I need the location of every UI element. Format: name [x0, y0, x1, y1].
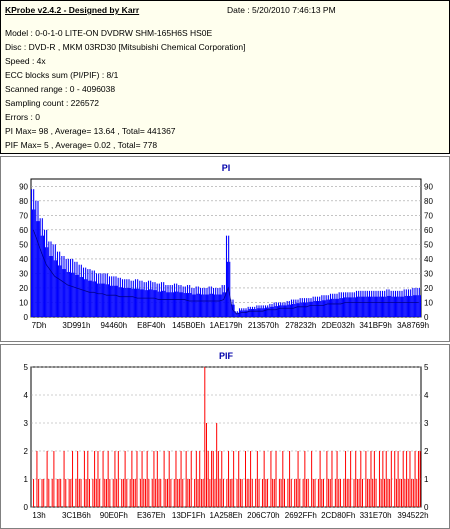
errors-line: Errors : 0 — [5, 112, 40, 122]
y-tick-label-right: 20 — [424, 284, 433, 293]
x-tick-label: 394522h — [397, 511, 428, 520]
model-line: Model : 0-0-1-0 LITE-ON DVDRW SHM-165H6S… — [5, 28, 213, 38]
x-tick-label: 341BF9h — [359, 321, 391, 330]
y-tick-label-right: 90 — [424, 182, 433, 191]
pif-chart-panel: PIF 0 0 1 1 2 2 3 3 4 4 5 5 13h 3C1B6h 90E0Fh E367Eh 13DF… — [0, 344, 450, 529]
x-tick-label: 145B0Eh — [172, 321, 205, 330]
y-tick-label-left: 70 — [19, 211, 28, 220]
y-tick-label-right: 0 — [424, 503, 429, 512]
pi-chart: PI 0 0 10 10 20 20 30 30 40 40 50 50 60 60 70 70 80 80 90 90… — [19, 163, 433, 330]
x-tick-label: 3A8769h — [397, 321, 429, 330]
pif-chart: PIF 0 0 1 1 2 2 3 3 4 4 5 5 13h 3C1B6h 90E0Fh E367Eh 13DF… — [24, 351, 429, 520]
scan-date: Date : 5/20/2010 7:46:13 PM — [227, 5, 336, 15]
x-tick-label: 278232h — [285, 321, 316, 330]
x-tick-label: 331E70h — [360, 511, 392, 520]
x-tick-label: 13DF1Fh — [172, 511, 205, 520]
x-tick-label: 1AE179h — [210, 321, 243, 330]
chart-title: PIF — [219, 351, 234, 361]
y-tick-label-right: 40 — [424, 255, 433, 264]
y-tick-label-left: 90 — [19, 182, 28, 191]
x-tick-label: 94460h — [100, 321, 127, 330]
info-panel: KProbe v2.4.2 - Designed by Karr Date : … — [0, 0, 450, 154]
x-tick-label: 1A258Eh — [210, 511, 243, 520]
y-tick-label-left: 5 — [24, 363, 29, 372]
y-tick-label-left: 60 — [19, 226, 28, 235]
y-tick-label-left: 4 — [24, 391, 29, 400]
y-tick-label-right: 30 — [424, 269, 433, 278]
y-tick-label-right: 50 — [424, 240, 433, 249]
x-tick-label: 13h — [32, 511, 45, 520]
y-tick-label-left: 40 — [19, 255, 28, 264]
y-tick-label-right: 4 — [424, 391, 429, 400]
disc-line: Disc : DVD-R , MKM 03RD30 [Mitsubishi Ch… — [5, 42, 246, 52]
y-tick-label-left: 3 — [24, 419, 29, 428]
y-tick-label-left: 50 — [19, 240, 28, 249]
y-tick-label-right: 5 — [424, 363, 429, 372]
x-tick-label: 90E0Fh — [100, 511, 128, 520]
x-tick-label: 7Dh — [32, 321, 47, 330]
app-title: KProbe v2.4.2 - Designed by Karr — [5, 5, 140, 15]
y-tick-label-left: 80 — [19, 197, 28, 206]
x-tick-label: 206C70h — [247, 511, 279, 520]
y-tick-label-right: 3 — [424, 419, 429, 428]
y-tick-label-left: 0 — [24, 313, 29, 322]
y-tick-label-left: 1 — [24, 475, 29, 484]
y-tick-label-left: 30 — [19, 269, 28, 278]
y-tick-label-right: 80 — [424, 197, 433, 206]
x-tick-label: 3D991h — [62, 321, 90, 330]
x-tick-label: 213570h — [248, 321, 279, 330]
sampling-count-line: Sampling count : 226572 — [5, 98, 100, 108]
x-tick-label: 2CD80Fh — [321, 511, 355, 520]
y-tick-label-left: 2 — [24, 447, 29, 456]
speed-line: Speed : 4x — [5, 56, 46, 66]
x-tick-label: 2DE032h — [322, 321, 355, 330]
chart-title: PI — [222, 163, 231, 173]
pi-summary-line: PI Max= 98 , Average= 13.64 , Total= 441… — [5, 126, 176, 136]
y-tick-label-right: 2 — [424, 447, 429, 456]
x-tick-label: 2692FFh — [285, 511, 317, 520]
pif-summary-line: PIF Max= 5 , Average= 0.02 , Total= 778 — [5, 140, 158, 150]
y-tick-label-left: 0 — [24, 503, 29, 512]
y-tick-label-left: 10 — [19, 298, 28, 307]
x-tick-label: E8F40h — [137, 321, 165, 330]
y-tick-label-right: 0 — [424, 313, 429, 322]
y-tick-label-right: 70 — [424, 211, 433, 220]
x-tick-label: 3C1B6h — [62, 511, 91, 520]
y-tick-label-left: 20 — [19, 284, 28, 293]
ecc-line: ECC blocks sum (PI/PIF) : 8/1 — [5, 70, 119, 80]
y-tick-label-right: 1 — [424, 475, 429, 484]
scanned-range-line: Scanned range : 0 - 4096038 — [5, 84, 116, 94]
y-tick-label-right: 10 — [424, 298, 433, 307]
x-tick-label: E367Eh — [137, 511, 165, 520]
pi-chart-panel: PI 0 0 10 10 20 20 30 30 40 40 50 50 60 60 70 70 80 80 90 90… — [0, 156, 450, 342]
pi-average-line — [32, 229, 419, 315]
y-tick-label-right: 60 — [424, 226, 433, 235]
